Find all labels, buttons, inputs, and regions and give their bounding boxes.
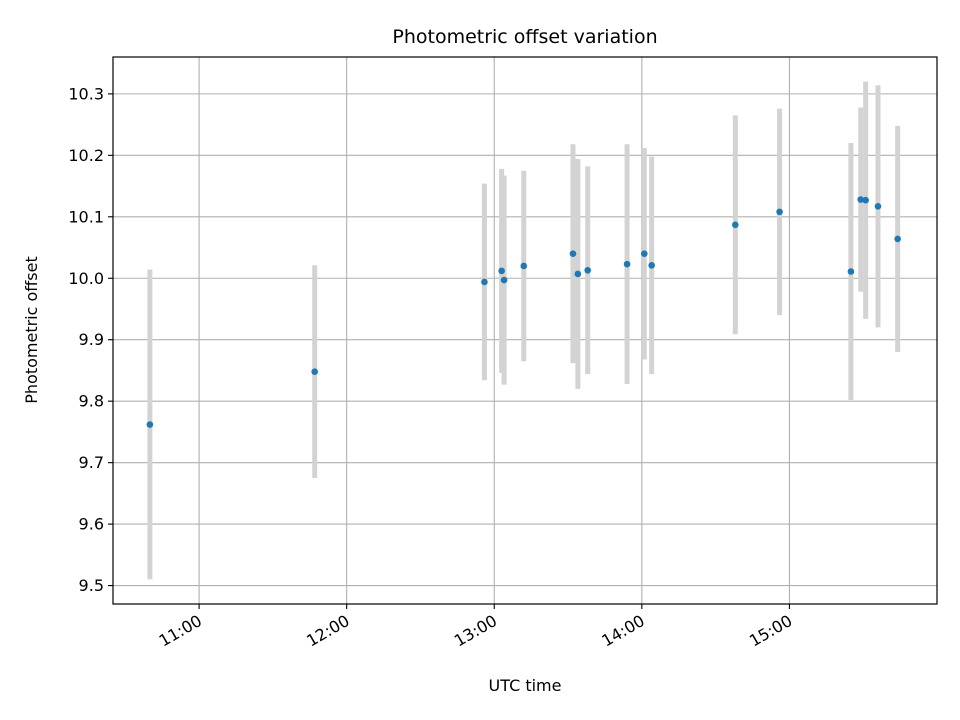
data-point: [874, 203, 882, 210]
y-axis-ticks: 9.5 9.6 9.7 9.8 9.9 10.0 10.1 10.2 10.3: [68, 84, 113, 595]
data-point: [847, 268, 855, 275]
y-tick-label: 9.7: [79, 453, 104, 472]
data-point: [857, 196, 865, 203]
y-tick-label: 10.3: [68, 84, 104, 103]
data-point: [574, 270, 582, 278]
data-point: [732, 221, 739, 229]
data-point: [481, 278, 488, 286]
y-tick-label: 10.1: [68, 207, 104, 226]
y-axis-label: Photometric offset: [22, 256, 41, 404]
y-tick-label: 9.9: [79, 330, 104, 349]
data-point: [146, 421, 154, 428]
data-point: [520, 262, 528, 270]
data-point: [498, 267, 505, 275]
data-point: [640, 250, 648, 257]
data-points: [146, 196, 901, 428]
y-tick-label: 10.2: [68, 146, 104, 165]
plot-frame: [112, 56, 938, 605]
grid-lines: [113, 57, 937, 604]
data-point: [894, 235, 901, 243]
data-point: [862, 196, 869, 204]
data-point: [500, 276, 508, 284]
y-tick-label: 10.0: [68, 269, 104, 288]
x-axis-label: UTC time: [489, 676, 562, 695]
data-point: [648, 262, 655, 269]
y-tick-label: 9.5: [79, 576, 104, 595]
data-point: [311, 368, 318, 375]
data-point: [584, 266, 592, 274]
chart-title: Photometric offset variation: [392, 26, 657, 48]
y-tick-label: 9.6: [79, 515, 104, 534]
data-point: [569, 250, 577, 257]
data-point: [623, 260, 631, 268]
data-point: [776, 208, 783, 216]
y-tick-label: 9.8: [79, 392, 104, 411]
